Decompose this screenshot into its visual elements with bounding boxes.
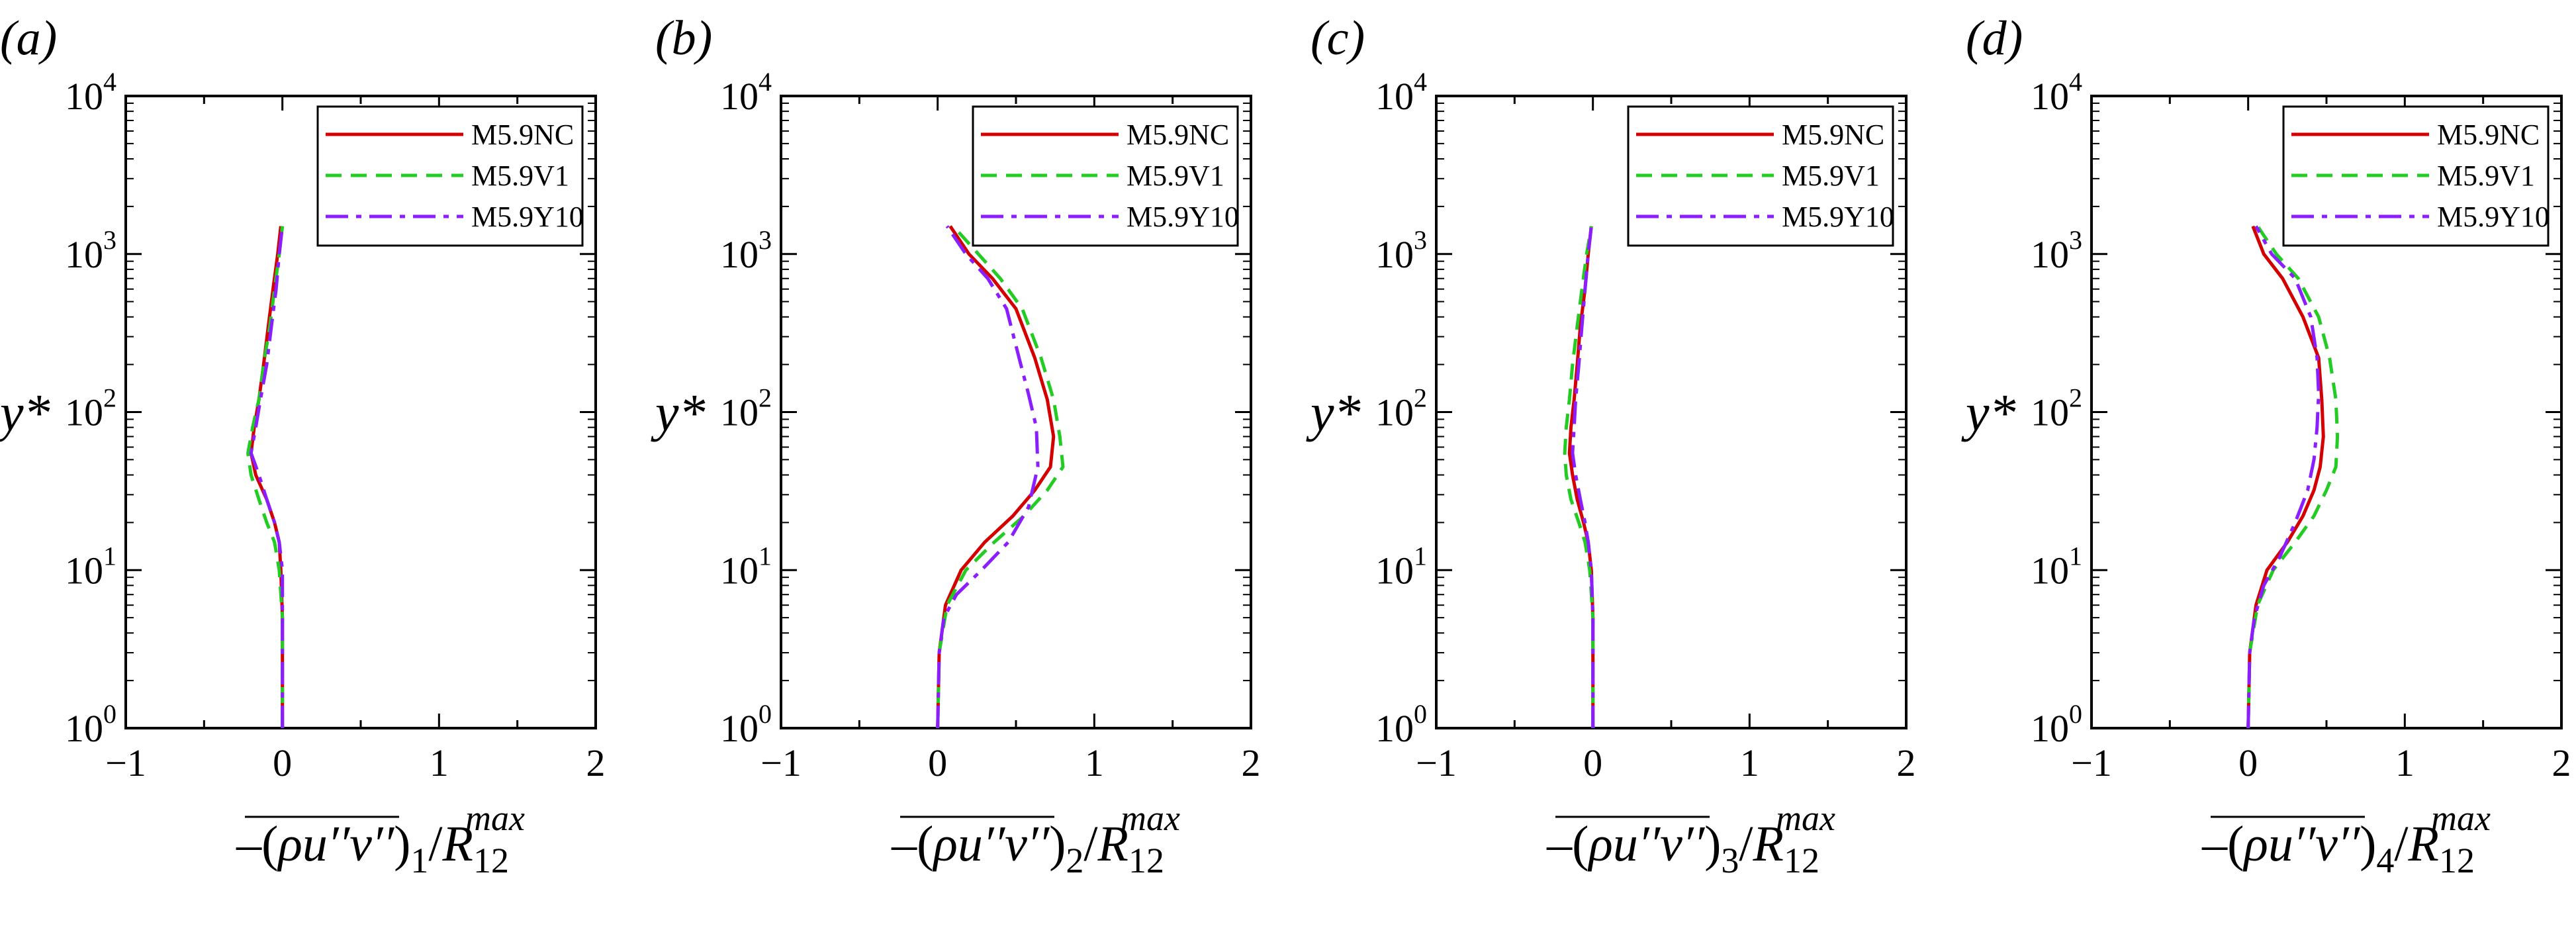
y-tick-label: 100 [1375, 699, 1427, 750]
legend: M5.9NC M5.9V1 M5.9Y10 [972, 105, 1239, 247]
x-tick-label: −1 [1416, 741, 1457, 784]
y-axis-label: y* [1961, 385, 2016, 443]
series-line-m5-9y10 [249, 226, 285, 728]
legend-label: M5.9Y10 [1782, 201, 1894, 233]
y-tick-label: 101 [65, 541, 116, 592]
y-axis-label: y* [651, 385, 706, 443]
x-tick-label: 2 [1242, 741, 1261, 784]
x-tick-label: −1 [2071, 741, 2112, 784]
y-tick-label: 103 [1375, 225, 1427, 276]
legend-label: M5.9NC [471, 118, 574, 151]
legend-label: M5.9V1 [471, 160, 569, 192]
x-tick-label: 0 [928, 741, 947, 784]
y-tick-label: 100 [720, 699, 772, 750]
panel-d: (d) −1 0 1 2 100 101 102 103 104 y* –(ρu′′v′′)4/R12… [1961, 11, 2571, 880]
y-tick-label: 103 [65, 225, 116, 276]
panel-c: (c) −1 0 1 2 100 101 102 103 104 y* –(ρu′′v′′)3/R12… [1306, 11, 1916, 880]
y-tick-label: 102 [65, 383, 116, 434]
panel-a: (a) −1 0 1 2 100 101 102 103 104 y* –(ρu′′v′′)1/R12… [0, 11, 606, 880]
y-tick-label: 101 [1375, 541, 1427, 592]
legend: M5.9NC M5.9V1 M5.9Y10 [316, 105, 584, 247]
series-line-m5-9y10 [2246, 225, 2321, 728]
x-tick-label: 1 [2395, 741, 2415, 784]
y-tick-label: 102 [720, 383, 772, 434]
legend-label: M5.9V1 [1127, 160, 1224, 192]
legend: M5.9NC M5.9V1 M5.9Y10 [1627, 105, 1894, 247]
panel-label: (d) [1966, 11, 2023, 66]
legend-label: M5.9NC [2437, 118, 2540, 151]
panel-label: (b) [655, 11, 712, 66]
legend-label: M5.9Y10 [471, 201, 584, 233]
y-tick-label: 103 [2031, 225, 2082, 276]
y-tick-label: 104 [720, 67, 772, 118]
x-tick-label: 0 [1583, 741, 1602, 784]
series-line-m5-9y10 [936, 225, 1040, 728]
y-tick-label: 100 [2031, 699, 2082, 750]
legend-label: M5.9V1 [1782, 160, 1880, 192]
legend-label: M5.9NC [1127, 118, 1229, 151]
series-group [1563, 226, 1595, 728]
y-axis-label: y* [0, 385, 50, 443]
y-tick-label: 101 [2031, 541, 2082, 592]
y-tick-label: 104 [1375, 67, 1427, 118]
x-axis-label: –(ρu′′v′′)1/R12max [236, 798, 525, 880]
y-tick-label: 104 [65, 67, 116, 118]
y-tick-label: 104 [2031, 67, 2082, 118]
x-tick-label: −1 [760, 741, 802, 784]
series-line-m5-9y10 [1571, 226, 1595, 728]
series-group [936, 225, 1065, 728]
series-line-m5-9v1 [936, 225, 1065, 728]
x-tick-label: 1 [430, 741, 449, 784]
panel-b: (b) −1 0 1 2 100 101 102 103 104 y* –(ρu′′v′′)2/R12… [651, 11, 1261, 880]
series-line-m5-9v1 [2246, 225, 2340, 728]
y-axis-label: y* [1306, 385, 1361, 443]
x-tick-label: 1 [1740, 741, 1759, 784]
x-tick-label: −1 [105, 741, 146, 784]
legend: M5.9NC M5.9V1 M5.9Y10 [2282, 105, 2550, 247]
x-tick-label: 0 [2238, 741, 2258, 784]
series-group [246, 226, 285, 728]
panel-label: (a) [0, 11, 57, 66]
x-axis-label: –(ρu′′v′′)3/R12max [1546, 798, 1835, 880]
x-tick-label: 0 [273, 741, 292, 784]
series-line-m5-9v1 [246, 226, 285, 728]
series-line-m5-9nc [936, 225, 1056, 728]
x-tick-label: 2 [2552, 741, 2571, 784]
x-tick-label: 2 [586, 741, 606, 784]
y-tick-label: 103 [720, 225, 772, 276]
y-tick-label: 102 [1375, 383, 1427, 434]
x-tick-label: 2 [1897, 741, 1916, 784]
legend-label: M5.9NC [1782, 118, 1884, 151]
series-line-m5-9v1 [1563, 226, 1595, 728]
legend-label: M5.9V1 [2437, 160, 2535, 192]
series-line-m5-9nc [2246, 225, 2325, 728]
y-tick-label: 100 [65, 699, 116, 750]
series-group [2246, 225, 2340, 728]
x-axis-label: –(ρu′′v′′)2/R12max [891, 798, 1180, 880]
panel-label: (c) [1311, 11, 1365, 66]
x-tick-label: 1 [1085, 741, 1104, 784]
y-tick-label: 101 [720, 541, 772, 592]
series-line-m5-9nc [249, 226, 285, 728]
y-tick-label: 102 [2031, 383, 2082, 434]
legend-label: M5.9Y10 [2437, 201, 2550, 233]
x-axis-label: –(ρu′′v′′)4/R12max [2201, 798, 2491, 880]
legend-label: M5.9Y10 [1127, 201, 1239, 233]
